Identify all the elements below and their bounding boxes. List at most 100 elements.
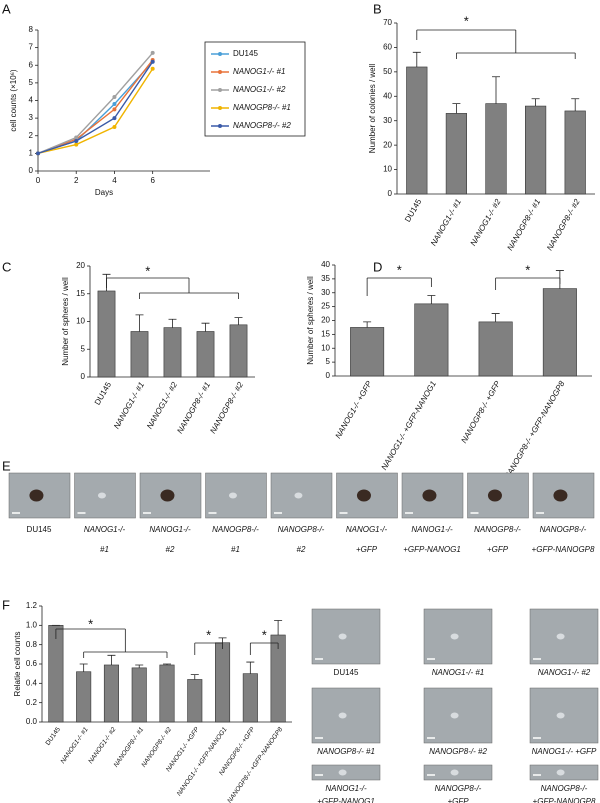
y-tick-label: 15 — [76, 289, 85, 298]
point — [112, 116, 117, 121]
bar — [525, 105, 547, 195]
y-tick-label: 0 — [388, 189, 393, 198]
y-tick-label: 70 — [383, 18, 392, 27]
cell-cluster — [338, 769, 347, 776]
error-bar — [79, 663, 88, 672]
image-caption: +GFP — [356, 545, 378, 554]
bar — [131, 667, 147, 723]
x-tick-label: NANOGP8-/- #2 — [208, 380, 245, 435]
point — [74, 142, 79, 147]
point — [74, 135, 79, 140]
bar — [215, 642, 231, 723]
cell-cluster — [294, 492, 303, 499]
cell-cluster — [29, 489, 44, 502]
legend-marker — [218, 124, 222, 128]
error-bar — [201, 322, 210, 332]
cell-cluster — [487, 489, 502, 502]
series-line — [37, 68, 154, 155]
y-tick-label: 40 — [383, 91, 392, 100]
x-tick-label: NANOGP8-/- #1 — [175, 381, 212, 436]
legend-label: DU145 — [233, 49, 258, 58]
y-tick-label: 0 — [29, 166, 34, 175]
x-axis-label: Days — [95, 188, 113, 197]
series-line — [37, 52, 154, 155]
bar — [542, 288, 577, 377]
significance-star: * — [464, 13, 469, 28]
x-tick-label: NANOG1-/- +GFP — [334, 379, 374, 440]
micrograph — [532, 472, 595, 519]
x-tick-label: NANOG1-/- #1 — [112, 381, 146, 431]
x-tick-label: 2 — [74, 176, 79, 185]
x-tick-label: NANOGP8-/- #2 — [140, 726, 173, 769]
image-caption: DU145 — [334, 668, 359, 677]
error-bar — [135, 314, 144, 332]
y-tick-label: 4 — [29, 96, 34, 105]
bar — [564, 110, 586, 195]
error-bar — [363, 321, 372, 328]
legend-label: NANOGP8-/- #2 — [233, 121, 291, 130]
y-tick-label: 1 — [29, 148, 34, 157]
point — [74, 139, 79, 144]
y-tick-label: 50 — [383, 67, 392, 76]
y-tick-label: 15 — [321, 329, 330, 338]
image-caption: NANOGP8-/- #1 — [317, 747, 375, 756]
micrograph — [401, 472, 464, 519]
error-bar — [234, 317, 243, 325]
point — [112, 102, 117, 107]
series-line — [37, 61, 154, 155]
error-bar — [491, 313, 500, 322]
y-tick-label: 10 — [76, 317, 85, 326]
point — [150, 59, 155, 64]
y-axis-label: Relatie cell counts — [13, 632, 22, 697]
bar — [485, 103, 507, 195]
error-bar — [274, 620, 283, 635]
cell-cluster — [338, 712, 347, 719]
y-tick-label: 20 — [383, 140, 392, 149]
cell-cluster — [338, 633, 347, 640]
image-caption: +GFP-NANOG1 — [317, 797, 375, 803]
error-bar — [135, 664, 144, 668]
y-tick-label: 0.0 — [26, 717, 38, 726]
image-caption: NANOGP8-/- — [278, 525, 325, 534]
error-bar — [452, 103, 461, 114]
error-bar — [571, 98, 580, 111]
cell-cluster — [228, 492, 237, 499]
y-tick-label: 0 — [81, 372, 86, 381]
y-tick-label: 0.6 — [26, 659, 38, 668]
cell-cluster — [556, 769, 565, 776]
x-tick-label: DU145 — [403, 197, 424, 224]
panel-letter: C — [2, 259, 11, 274]
y-tick-label: 5 — [29, 78, 34, 87]
cell-cluster — [356, 489, 371, 502]
bar — [103, 664, 119, 723]
bar — [229, 324, 248, 378]
series-line — [37, 59, 154, 155]
error-bar — [492, 76, 500, 104]
x-tick-label: NANOG1-/- +GFP-NANOG1 — [380, 380, 438, 472]
image-caption: NANOG1-/- — [149, 525, 191, 534]
image-caption: NANOG1-/- — [411, 525, 453, 534]
bar — [97, 290, 116, 378]
cell-cluster — [556, 712, 565, 719]
x-tick-label: NANOGP8-/- +GFP — [459, 379, 502, 445]
significance-star: * — [397, 262, 402, 277]
y-tick-label: 30 — [383, 116, 392, 125]
point — [36, 151, 40, 156]
legend-label: NANOGP8-/- #1 — [233, 103, 291, 112]
image-caption: +GFP — [487, 545, 509, 554]
image-caption: NANOGP8-/- — [212, 525, 259, 534]
error-bar — [190, 674, 199, 680]
cell-cluster — [422, 489, 437, 502]
legend-marker — [218, 106, 222, 110]
bar — [445, 113, 467, 195]
y-tick-label: 0.2 — [26, 698, 38, 707]
image-caption: NANOGP8-/- — [540, 525, 587, 534]
y-tick-label: 25 — [321, 302, 330, 311]
error-bar — [218, 637, 227, 643]
x-tick-label: NANOGP8-/- +GFP-NANOGP8 — [503, 379, 567, 481]
image-caption: DU145 — [27, 525, 52, 534]
cell-cluster — [160, 489, 175, 502]
bar — [159, 664, 175, 723]
panel-letter: B — [373, 1, 382, 16]
legend-label: NANOG1-/- #2 — [233, 85, 286, 94]
